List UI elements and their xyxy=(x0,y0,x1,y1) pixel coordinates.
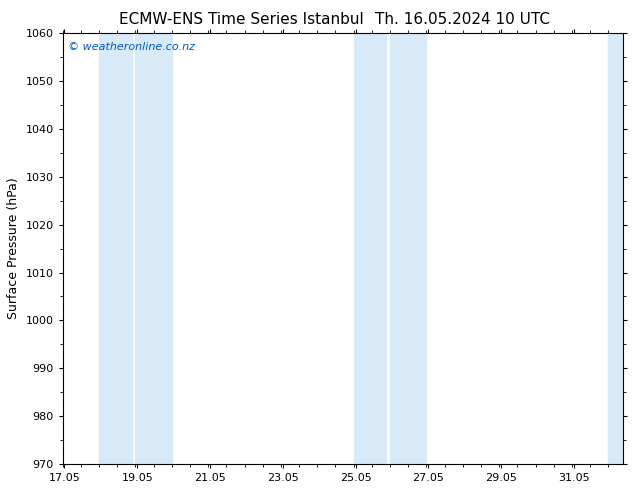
Bar xyxy=(354,33,387,464)
Bar xyxy=(609,33,623,464)
Text: © weatheronline.co.nz: © weatheronline.co.nz xyxy=(68,42,195,52)
Bar xyxy=(390,33,427,464)
Bar xyxy=(99,33,132,464)
Text: Th. 16.05.2024 10 UTC: Th. 16.05.2024 10 UTC xyxy=(375,12,550,27)
Y-axis label: Surface Pressure (hPa): Surface Pressure (hPa) xyxy=(7,178,20,319)
Text: ECMW-ENS Time Series Istanbul: ECMW-ENS Time Series Istanbul xyxy=(119,12,363,27)
Bar xyxy=(136,33,172,464)
